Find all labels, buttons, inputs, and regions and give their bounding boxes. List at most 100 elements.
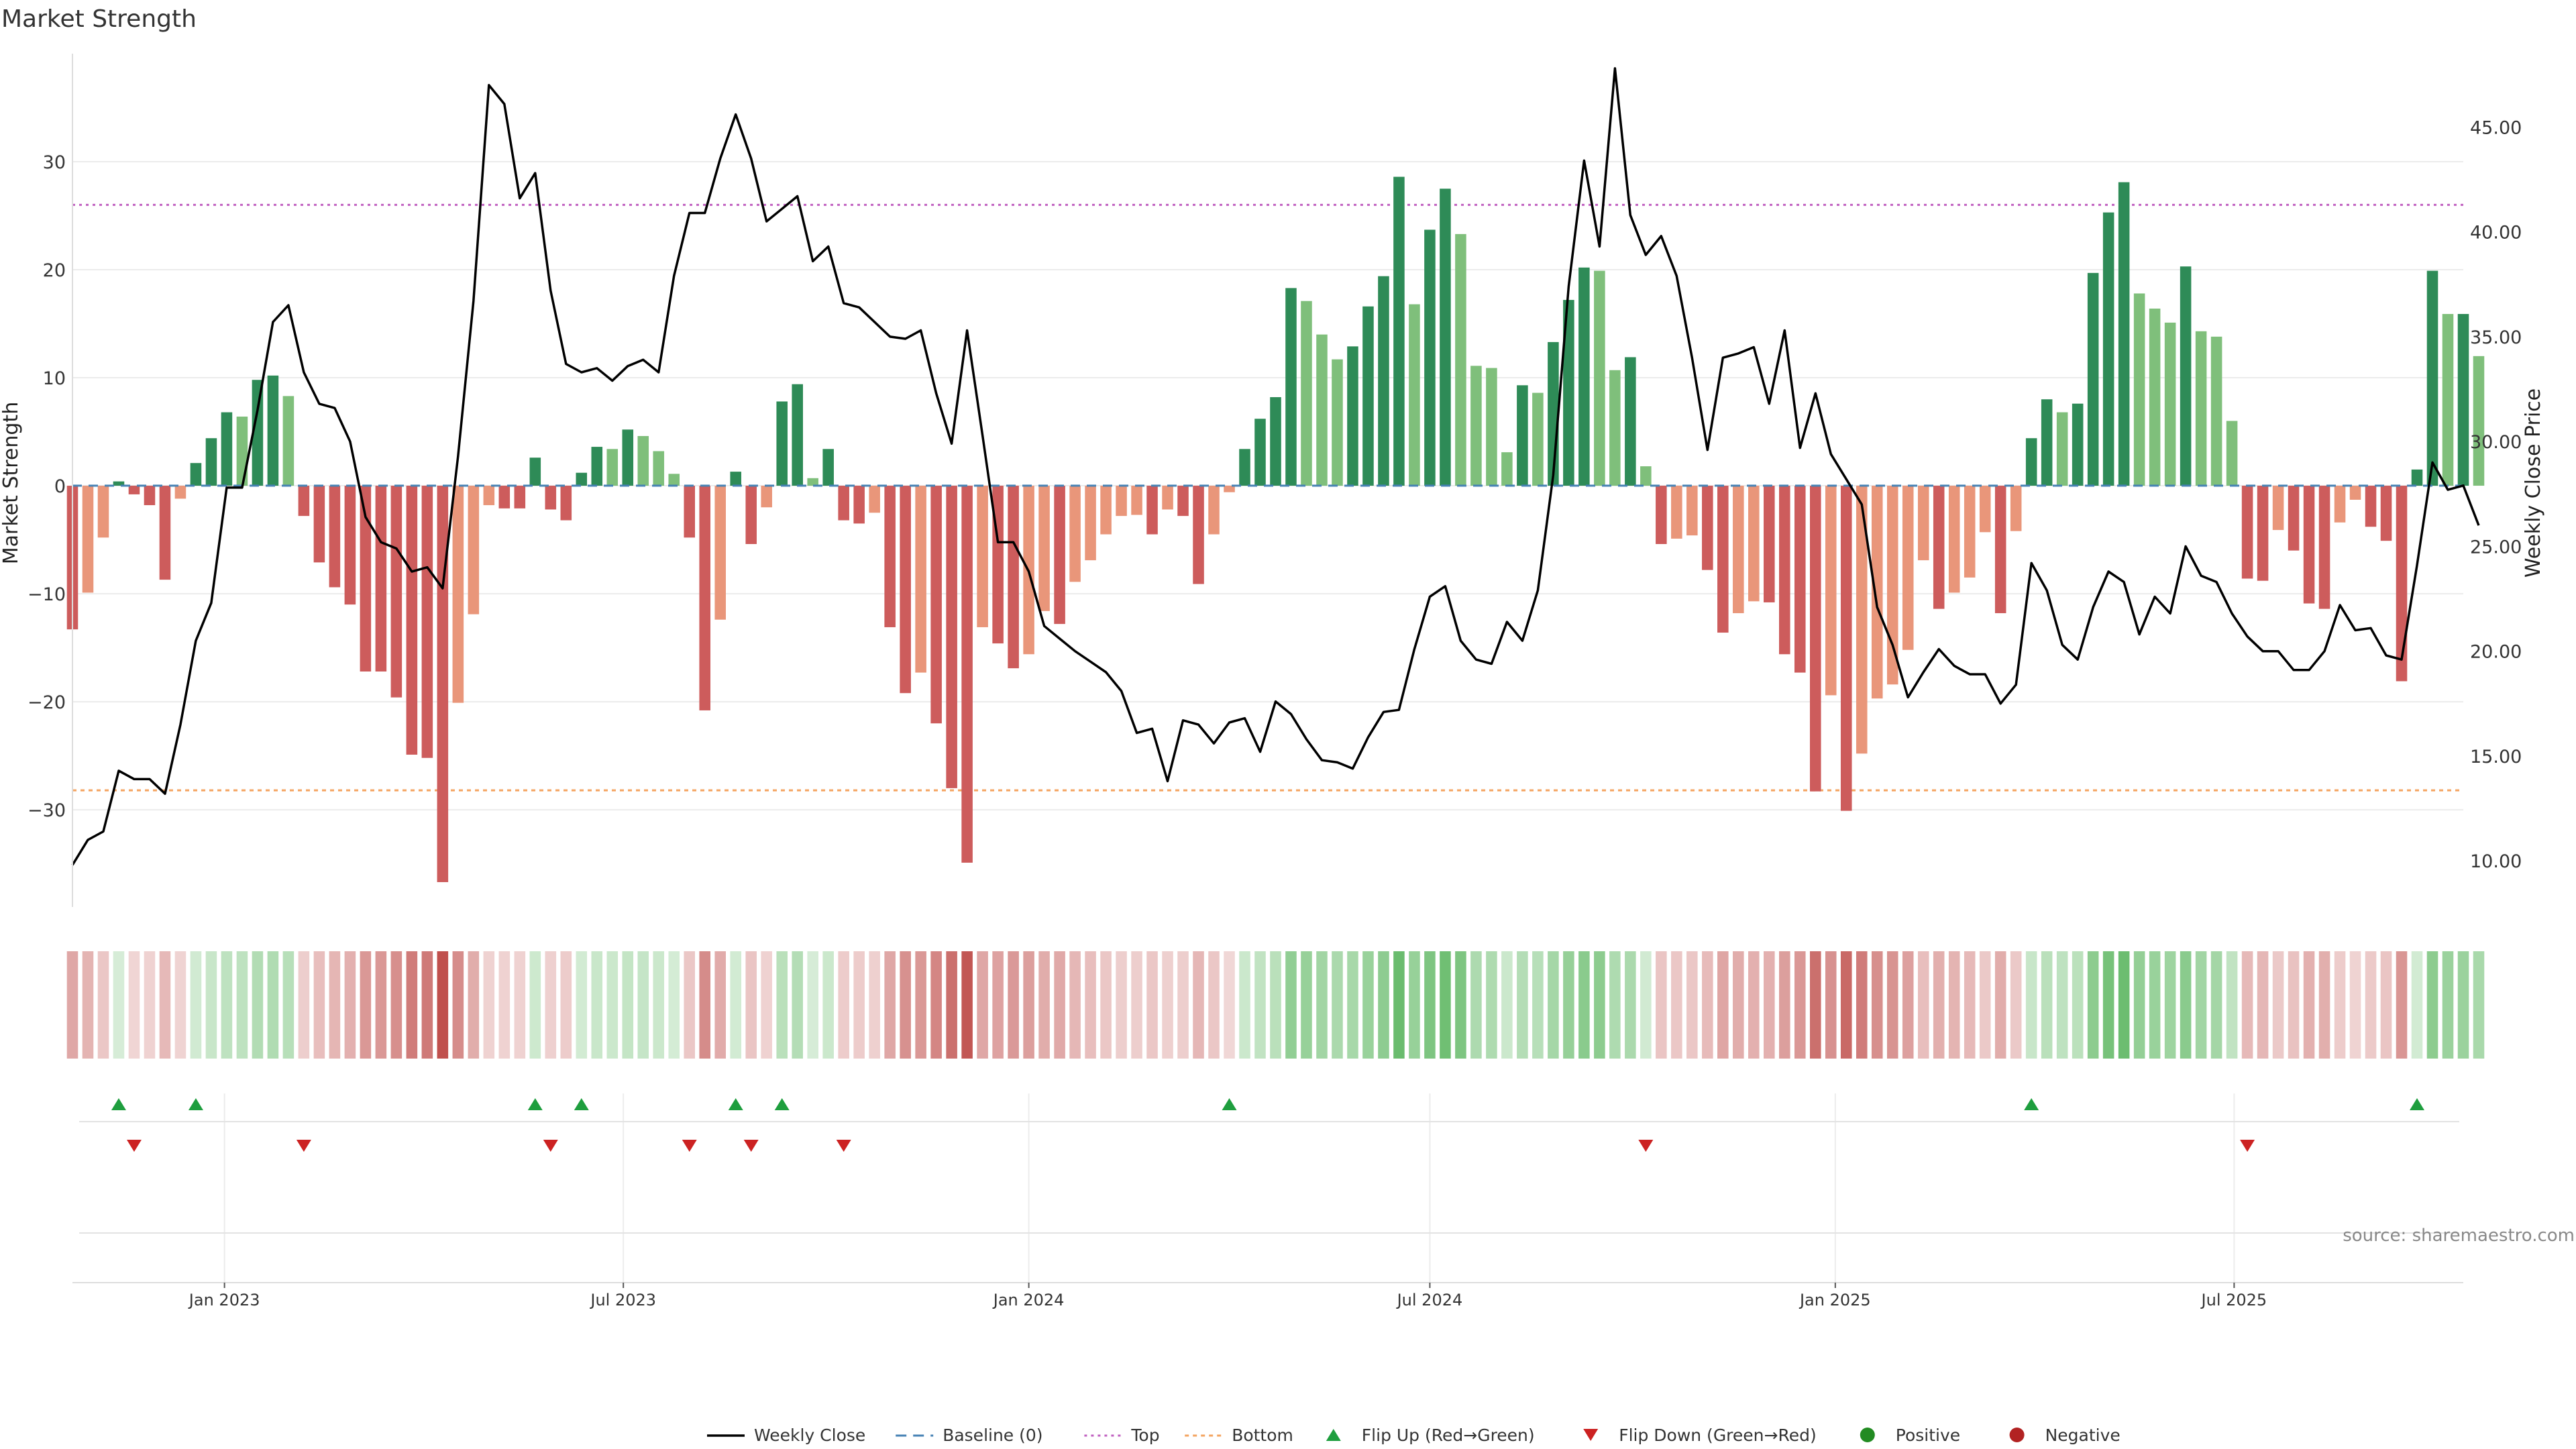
- reference-levels: [72, 203, 2463, 792]
- strength-bar: [1948, 486, 1960, 593]
- heat-cell: [1301, 951, 1312, 1059]
- heat-cell: [1948, 951, 1960, 1059]
- strength-bar: [2442, 314, 2454, 486]
- heat-cell: [2411, 951, 2423, 1059]
- heat-cell: [884, 951, 896, 1059]
- heat-cell: [1794, 951, 1806, 1059]
- strength-bar: [637, 435, 649, 486]
- strength-bar: [2318, 486, 2330, 609]
- strength-bar: [221, 412, 233, 486]
- strength-bar: [1748, 486, 1760, 602]
- heat-cell: [1270, 951, 1281, 1059]
- heat-cell: [2133, 951, 2145, 1059]
- legend-swatch: [1326, 1429, 1341, 1441]
- heat-cell: [2457, 951, 2469, 1059]
- heat-cell: [2056, 951, 2068, 1059]
- strength-bar: [792, 384, 803, 486]
- legend-label: Top: [1130, 1426, 1159, 1445]
- strength-bar: [1979, 486, 1991, 533]
- y2-tick-label: 45.00: [2470, 117, 2522, 138]
- strength-bar: [468, 486, 480, 614]
- strength-bar: [1100, 486, 1112, 535]
- strength-bar: [699, 486, 711, 710]
- strength-bar: [930, 486, 942, 724]
- heat-cell: [1424, 951, 1436, 1059]
- strength-bar: [514, 486, 526, 508]
- strength-bar: [761, 486, 772, 508]
- heat-cell: [1347, 951, 1358, 1059]
- heat-cell: [1625, 951, 1636, 1059]
- strength-bar: [915, 486, 926, 673]
- heat-cell: [1964, 951, 1976, 1059]
- right-axis: 45.00 40.00 35.00 30.00 25.00 20.00 15.00 10.00: [2470, 117, 2522, 872]
- strength-bar: [1486, 368, 1497, 486]
- heat-cell: [498, 951, 511, 1059]
- y2-tick-label: 15.00: [2470, 747, 2522, 767]
- heat-cell: [2380, 951, 2392, 1059]
- strength-bar: [545, 486, 557, 510]
- heat-cell: [838, 951, 849, 1059]
- strength-bar: [1332, 359, 1343, 486]
- flip-down-marker: [682, 1140, 697, 1152]
- heat-cell: [2041, 951, 2053, 1059]
- heat-cell: [159, 951, 171, 1059]
- heat-cell: [1085, 951, 1096, 1059]
- left-axis: 30 20 10 0 −10 −20 −30: [28, 54, 73, 907]
- x-tick-label: Jul 2025: [2200, 1291, 2267, 1309]
- strength-bar: [174, 486, 186, 499]
- flip-up-marker: [1222, 1098, 1237, 1110]
- legend-item-flip_down: Flip Down (Green→Red): [1583, 1426, 1817, 1445]
- flip-up-marker: [111, 1098, 126, 1110]
- heat-cell: [2318, 951, 2330, 1059]
- heat-cell: [2195, 951, 2207, 1059]
- heat-cell: [2164, 951, 2176, 1059]
- heat-cell: [761, 951, 772, 1059]
- y-tick-label: −20: [28, 692, 66, 713]
- strength-bar: [1994, 486, 2006, 614]
- strength-bar: [313, 486, 325, 563]
- strength-bar: [452, 486, 464, 703]
- heat-cell: [1933, 951, 1945, 1059]
- strength-bar: [1825, 486, 1837, 696]
- chart-title: Market Strength: [1, 5, 197, 33]
- heat-cell: [576, 951, 588, 1059]
- heat-cell: [174, 951, 186, 1059]
- legend-item-top: Top: [1084, 1426, 1160, 1445]
- source-note: source: sharemaestro.com: [2343, 1226, 2575, 1246]
- strength-bar: [1871, 486, 1883, 699]
- y2-tick-label: 10.00: [2470, 851, 2522, 872]
- heat-cell: [483, 951, 495, 1059]
- heat-cell: [2025, 951, 2037, 1059]
- strength-bar: [1640, 466, 1652, 486]
- heat-cell: [2180, 951, 2192, 1059]
- heat-cell: [853, 951, 865, 1059]
- strength-bar: [1717, 486, 1729, 633]
- heat-cell: [267, 951, 279, 1059]
- strength-bar: [1517, 385, 1528, 486]
- strength-bar: [591, 447, 603, 486]
- heat-cell: [1470, 951, 1482, 1059]
- heat-cell: [2365, 951, 2377, 1059]
- strength-bar: [344, 486, 356, 605]
- strength-bar: [1671, 486, 1682, 539]
- legend-label: Weekly Close: [754, 1426, 865, 1445]
- legend-item-positive: Positive: [1860, 1426, 1960, 1445]
- y2-tick-label: 35.00: [2470, 327, 2522, 348]
- strength-bar: [529, 458, 541, 486]
- heat-cell: [82, 951, 94, 1059]
- flip-markers-panel: [79, 1098, 2459, 1152]
- heat-cell: [2442, 951, 2454, 1059]
- heat-cell: [992, 951, 1004, 1059]
- strength-bar: [1347, 346, 1358, 486]
- heat-cell: [298, 951, 310, 1059]
- heat-cell: [113, 951, 125, 1059]
- strength-bar: [1609, 370, 1621, 486]
- strength-bar: [1594, 270, 1605, 486]
- strength-bar: [2149, 308, 2161, 486]
- heat-cell: [97, 951, 109, 1059]
- flip-down-marker: [743, 1140, 759, 1152]
- heat-cell: [1362, 951, 1374, 1059]
- strength-bar: [1131, 486, 1142, 515]
- heat-cell: [2303, 951, 2315, 1059]
- heat-cell: [1409, 951, 1420, 1059]
